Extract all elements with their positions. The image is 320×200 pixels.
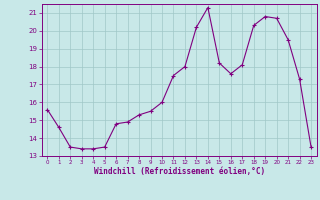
X-axis label: Windchill (Refroidissement éolien,°C): Windchill (Refroidissement éolien,°C)	[94, 167, 265, 176]
